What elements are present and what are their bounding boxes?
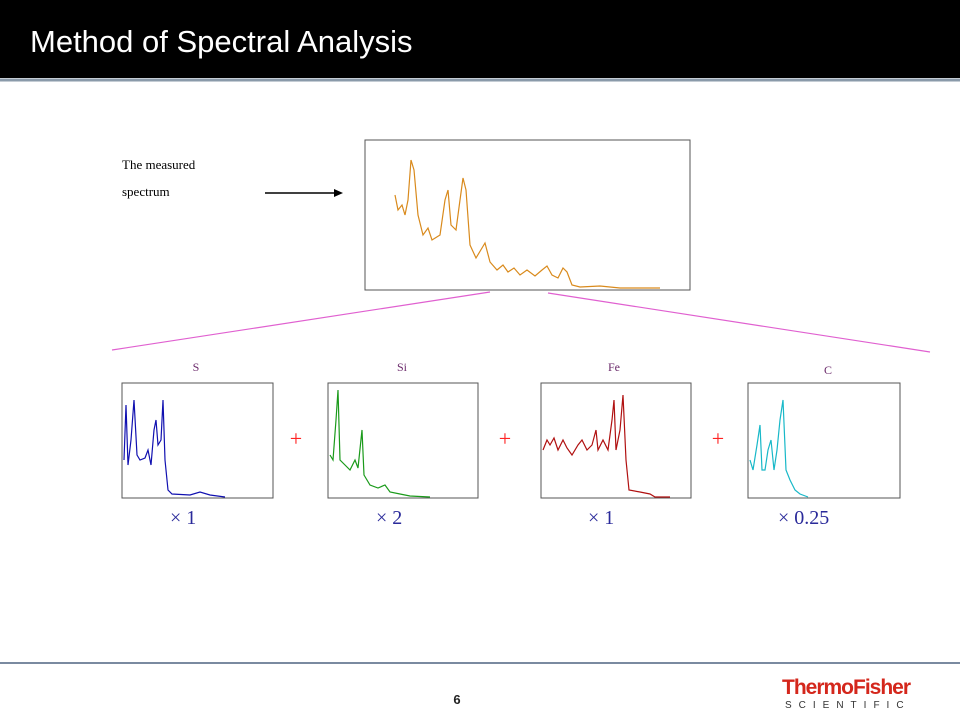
element-label: S: [193, 360, 200, 374]
plus-sign: +: [290, 426, 302, 451]
plot-frame: [747, 382, 901, 499]
plot-frame: [540, 382, 692, 499]
factor: × 1: [588, 507, 614, 529]
plot-frame: [121, 382, 274, 499]
plus-sign: +: [499, 426, 511, 451]
bracket-line: [111, 291, 491, 351]
element-label: Si: [397, 360, 408, 374]
si-spectrum: [329, 389, 431, 498]
s-spectrum: [123, 399, 226, 498]
plot-frame: [327, 382, 479, 499]
element-label: C: [824, 363, 832, 377]
plot-frame: [364, 139, 691, 291]
measured-label: The measured: [122, 157, 196, 172]
factor: × 0.25: [778, 507, 829, 529]
factor: × 1: [170, 507, 196, 529]
logo-sub: SCIENTIFIC: [785, 700, 911, 711]
slide-title: Method of Spectral Analysis: [30, 24, 413, 59]
fe-spectrum: [542, 394, 670, 498]
measured-label: spectrum: [122, 184, 170, 199]
measured-spectrum: [394, 159, 660, 289]
plus-sign: +: [712, 426, 724, 451]
c-spectrum: [749, 399, 809, 498]
header-bar: [0, 0, 960, 78]
arrow-head: [334, 189, 343, 197]
bracket-line: [547, 292, 931, 353]
element-label: Fe: [608, 360, 620, 374]
logo-brand: ThermoFisher: [782, 676, 911, 699]
page-number: 6: [453, 692, 460, 707]
factor: × 2: [376, 507, 402, 529]
